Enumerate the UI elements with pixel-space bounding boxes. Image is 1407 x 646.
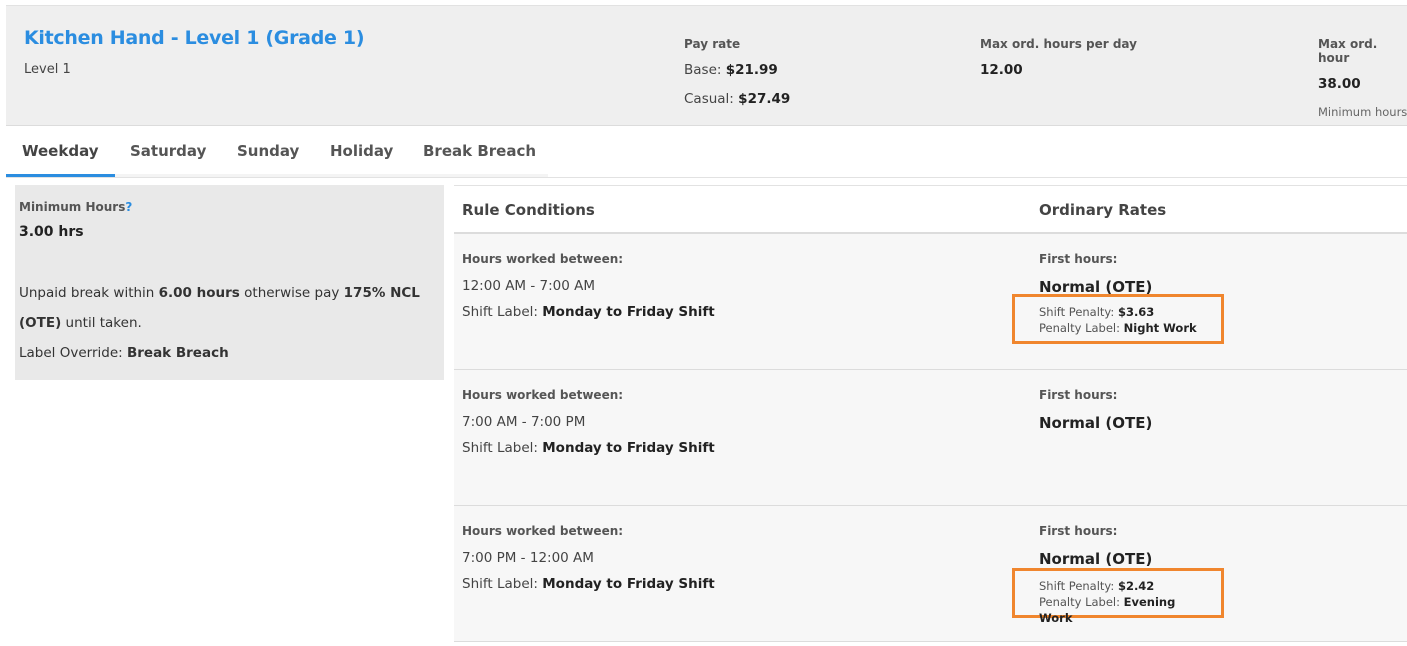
first-hours-label: First hours: [1039, 524, 1118, 538]
hours-range: 7:00 PM - 12:00 AM [462, 550, 594, 566]
hours-range: 12:00 AM - 7:00 AM [462, 278, 596, 294]
award-header: Kitchen Hand - Level 1 (Grade 1) Level 1… [6, 5, 1407, 126]
page-subtitle: Level 1 [24, 62, 71, 77]
tab-break-breach[interactable]: Break Breach [423, 142, 537, 160]
help-icon[interactable]: ? [125, 200, 133, 214]
rate-name: Normal (OTE) [1039, 278, 1153, 296]
tab-holiday[interactable]: Holiday [330, 142, 394, 160]
hours-label: Hours worked between: [462, 252, 624, 266]
max-hours-day: Max ord. hours per day 12.00 [980, 37, 1137, 91]
label-override: Label Override: Break Breach [19, 345, 229, 361]
rate-name: Normal (OTE) [1039, 414, 1153, 432]
base-rate: Base: $21.99 [684, 62, 778, 78]
break-rule: Unpaid break within 6.00 hours otherwise… [19, 285, 420, 331]
max-week-label: Max ord. hour [1318, 37, 1378, 65]
max-week-value: 38.00 [1318, 76, 1361, 92]
max-day-label: Max ord. hours per day [980, 37, 1137, 51]
shift-penalty: Shift Penalty: $2.42 [1039, 579, 1155, 593]
table-row: Hours worked between: 7:00 PM - 12:00 AM S… [454, 506, 1407, 642]
hours-label: Hours worked between: [462, 524, 624, 538]
max-day-value: 12.00 [980, 62, 1023, 78]
rules-table: Rule Conditions Ordinary Rates Hours wor… [454, 185, 1407, 646]
table-header: Rule Conditions Ordinary Rates [454, 185, 1407, 234]
tab-saturday[interactable]: Saturday [130, 142, 207, 160]
shift-penalty-box: Shift Penalty: $2.42 Penalty Label: Eveni… [1012, 568, 1224, 625]
hours-range: 7:00 AM - 7:00 PM [462, 414, 586, 430]
page-title[interactable]: Kitchen Hand - Level 1 (Grade 1) [24, 27, 365, 49]
header-rule-conditions: Rule Conditions [462, 201, 595, 219]
tab-sunday[interactable]: Sunday [237, 142, 300, 160]
active-tab-indicator [6, 174, 115, 177]
shift-penalty: Shift Penalty: $3.63 [1039, 305, 1155, 319]
shift-label: Shift Label: Monday to Friday Shift [462, 576, 715, 592]
first-hours-label: First hours: [1039, 252, 1118, 266]
tab-weekday[interactable]: Weekday [22, 142, 99, 160]
shift-penalty-box: Shift Penalty: $3.63 Penalty Label: Night… [1012, 294, 1224, 344]
shift-label: Shift Label: Monday to Friday Shift [462, 440, 715, 456]
rate-name: Normal (OTE) [1039, 550, 1153, 568]
hours-label: Hours worked between: [462, 388, 624, 402]
penalty-label: Penalty Label: Night Work [1039, 321, 1197, 335]
header-ordinary-rates: Ordinary Rates [1039, 201, 1167, 219]
minimum-hours-panel: Minimum Hours? 3.00 hrs Unpaid break wit… [15, 185, 444, 380]
divider [6, 177, 1407, 178]
min-hours-label: Minimum Hours? [19, 200, 133, 214]
tab-bar: Weekday Saturday Sunday Holiday Break Br… [6, 130, 548, 177]
casual-rate: Casual: $27.49 [684, 91, 791, 107]
min-hours-value: 3.00 hrs [19, 224, 84, 240]
pay-rate: Pay rate Base: $21.99 Casual: $27.49 [684, 37, 790, 120]
min-hours-note: Minimum hours [1318, 105, 1407, 119]
pay-rate-label: Pay rate [684, 37, 741, 51]
penalty-label: Penalty Label: Evening Work [1039, 595, 1176, 625]
shift-label: Shift Label: Monday to Friday Shift [462, 304, 715, 320]
max-hours-week: Max ord. hour 38.00 Minimum hours [1318, 37, 1407, 119]
first-hours-label: First hours: [1039, 388, 1118, 402]
table-row: Hours worked between: 7:00 AM - 7:00 PM Sh… [454, 370, 1407, 506]
table-row: Hours worked between: 12:00 AM - 7:00 AM S… [454, 234, 1407, 370]
